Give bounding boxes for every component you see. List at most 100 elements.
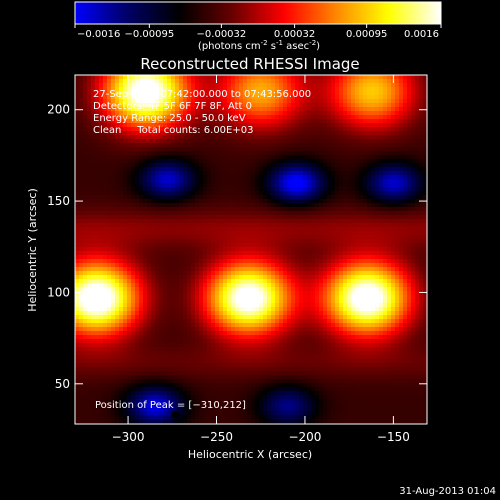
heatmap-cell [95, 87, 100, 92]
heatmap-cell [131, 95, 136, 100]
heatmap-cell [171, 95, 176, 100]
heatmap-cell [183, 255, 188, 260]
heatmap-cell [347, 119, 352, 124]
heatmap-cell [259, 295, 264, 300]
heatmap-cell [139, 115, 144, 120]
heatmap-cell [247, 131, 252, 136]
heatmap-cell [343, 287, 348, 292]
heatmap-cell [163, 95, 168, 100]
heatmap-cell [247, 187, 252, 192]
heatmap-cell [215, 235, 220, 240]
heatmap-cell [311, 251, 316, 256]
heatmap-cell [399, 107, 404, 112]
heatmap-cell [367, 87, 372, 92]
heatmap-cell [323, 135, 328, 140]
heatmap-cell [243, 175, 248, 180]
heatmap-cell [407, 135, 412, 140]
heatmap-cell [247, 115, 252, 120]
heatmap-cell [203, 151, 208, 156]
heatmap-cell [187, 271, 192, 276]
heatmap-cell [287, 275, 292, 280]
heatmap-cell [115, 79, 120, 84]
heatmap-cell [91, 291, 96, 296]
heatmap-cell [327, 287, 332, 292]
heatmap-cell [335, 287, 340, 292]
heatmap-cell [207, 139, 212, 144]
heatmap-cell [235, 263, 240, 268]
heatmap-cell [399, 283, 404, 288]
heatmap-cell [423, 211, 427, 216]
heatmap-cell [179, 183, 184, 188]
heatmap-cell [275, 203, 280, 208]
heatmap-cell [135, 167, 140, 172]
heatmap-cell [327, 243, 332, 248]
heatmap-cell [199, 131, 204, 136]
heatmap-cell [283, 263, 288, 268]
heatmap-cell [383, 267, 388, 272]
heatmap-cell [319, 211, 324, 216]
heatmap-cell [367, 271, 372, 276]
heatmap-cell [187, 79, 192, 84]
heatmap-cell [347, 179, 352, 184]
heatmap-cell [211, 175, 216, 180]
heatmap-cell [343, 99, 348, 104]
heatmap-cell [91, 99, 96, 104]
heatmap-cell [75, 191, 80, 196]
heatmap-cell [311, 247, 316, 252]
heatmap-cell [223, 199, 228, 204]
heatmap-cell [351, 187, 356, 192]
heatmap-cell [95, 195, 100, 200]
heatmap-cell [83, 143, 88, 148]
heatmap-cell [243, 179, 248, 184]
heatmap-cell [335, 131, 340, 136]
heatmap-cell [391, 275, 396, 280]
heatmap-cell [299, 83, 304, 88]
heatmap-cell [75, 223, 80, 228]
heatmap-cell [167, 263, 172, 268]
heatmap-cell [371, 267, 376, 272]
heatmap-cell [167, 199, 172, 204]
heatmap-cell [295, 203, 300, 208]
heatmap-cell [163, 243, 168, 248]
heatmap-cell [343, 115, 348, 120]
heatmap-cell [223, 275, 228, 280]
heatmap-cell [407, 271, 412, 276]
heatmap-cell [295, 139, 300, 144]
heatmap-cell [135, 175, 140, 180]
heatmap-cell [191, 283, 196, 288]
heatmap-cell [291, 195, 296, 200]
heatmap-cell [267, 179, 272, 184]
heatmap-cell [203, 259, 208, 264]
heatmap-cell [147, 211, 152, 216]
heatmap-cell [227, 271, 232, 276]
heatmap-cell [363, 75, 368, 80]
heatmap-cell [175, 123, 180, 128]
heatmap-cell [347, 151, 352, 156]
heatmap-cell [135, 247, 140, 252]
heatmap-cell [375, 219, 380, 224]
heatmap-cell [339, 287, 344, 292]
heatmap-cell [99, 175, 104, 180]
heatmap-cell [415, 235, 420, 240]
heatmap-cell [183, 107, 188, 112]
heatmap-cell [151, 227, 156, 232]
heatmap-cell [115, 191, 120, 196]
heatmap-cell [107, 227, 112, 232]
heatmap-cell [255, 195, 260, 200]
heatmap-cell [111, 235, 116, 240]
heatmap-cell [103, 231, 108, 236]
heatmap-cell [111, 267, 116, 272]
colorbar-frame [74, 1, 442, 25]
heatmap-cell [199, 219, 204, 224]
heatmap-cell [263, 159, 268, 164]
heatmap-cell [231, 95, 236, 100]
heatmap-cell [79, 127, 84, 132]
heatmap-cell [411, 151, 416, 156]
heatmap-cell [183, 79, 188, 84]
heatmap-cell [271, 291, 276, 296]
heatmap-cell [171, 275, 176, 280]
heatmap-cell [395, 279, 400, 284]
heatmap-cell [163, 227, 168, 232]
heatmap-cell [239, 95, 244, 100]
heatmap-cell [87, 211, 92, 216]
